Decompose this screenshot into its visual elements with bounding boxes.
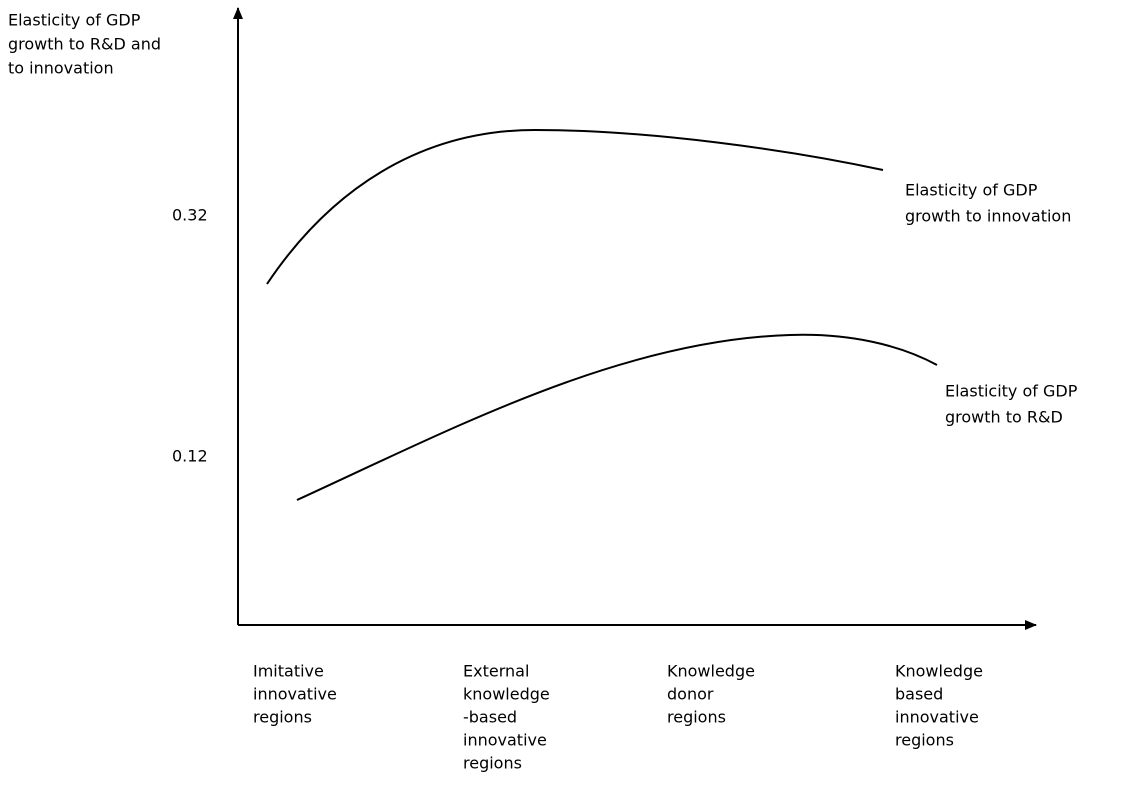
category-label: based [895,685,943,704]
curve-label: Elasticity of GDP [905,181,1038,200]
y-tick-label: 0.12 [172,447,208,466]
category-label: regions [667,708,726,727]
category-label: donor [667,685,714,704]
y-axis-label: Elasticity of GDP [8,11,141,30]
curve-label: growth to R&D [945,408,1063,427]
category-label: regions [463,754,522,773]
y-axis-label: growth to R&D and [8,35,161,54]
category-label: innovative [253,685,337,704]
innovation-curve [266,128,884,285]
y-axis-label: to innovation [8,59,114,78]
category-label: Imitative [253,662,324,681]
curve-label: growth to innovation [905,207,1071,226]
category-label: -based [463,708,517,727]
rd-curve [296,333,938,501]
category-label: Knowledge [895,662,983,681]
y-tick-label: 0.32 [172,206,208,225]
category-label: regions [253,708,312,727]
category-label: regions [895,731,954,750]
category-label: External [463,662,529,681]
category-label: knowledge [463,685,550,704]
category-label: innovative [463,731,547,750]
category-label: innovative [895,708,979,727]
category-label: Knowledge [667,662,755,681]
curve-label: Elasticity of GDP [945,382,1078,401]
